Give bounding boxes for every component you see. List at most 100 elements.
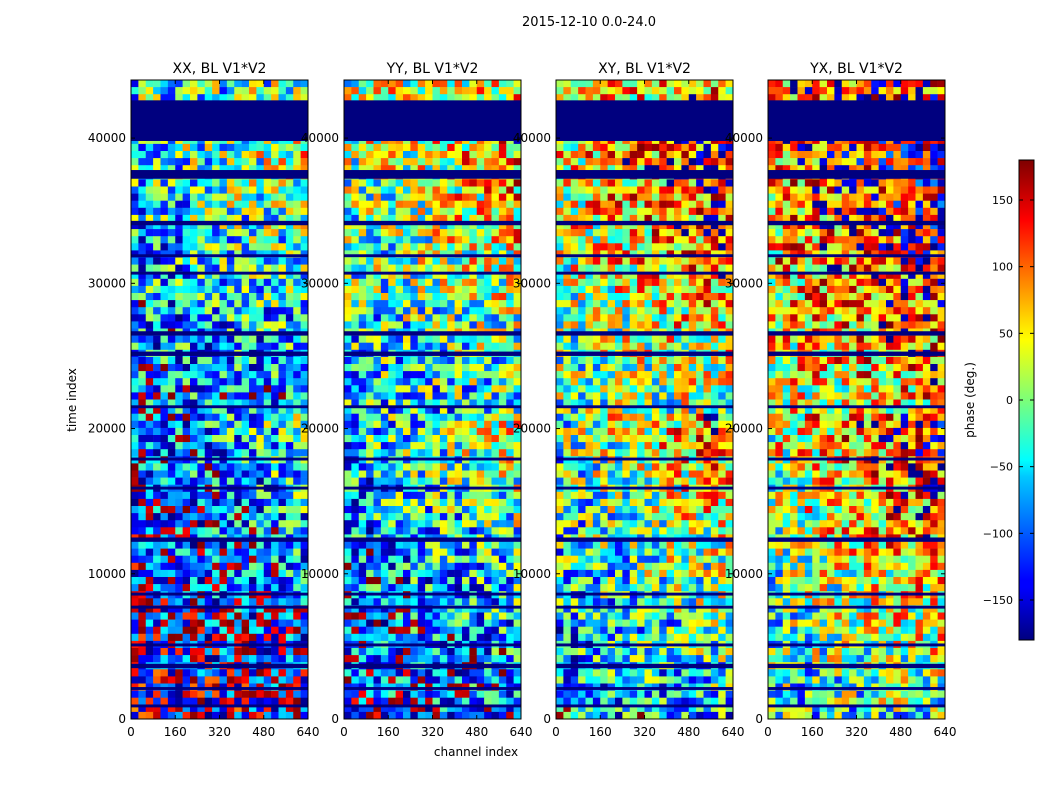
heatmap-cell	[388, 179, 396, 187]
heatmap-cell	[417, 669, 426, 677]
heatmap-cell	[263, 243, 272, 251]
heatmap-cell	[175, 165, 183, 173]
heatmap-cell	[219, 385, 228, 393]
heatmap-cell	[212, 385, 220, 393]
heatmap-cell	[506, 612, 514, 620]
heatmap-cell	[182, 378, 191, 386]
heatmap-cell	[226, 214, 235, 223]
heatmap-cell	[226, 669, 235, 677]
heatmap-cell	[344, 293, 352, 301]
heatmap-cell	[249, 513, 257, 521]
heatmap-cell	[249, 669, 257, 677]
x-tick-label: 480	[465, 725, 488, 739]
heatmap-cell	[395, 200, 404, 209]
heatmap-cell	[344, 87, 352, 95]
heatmap-cell	[469, 619, 478, 627]
heatmap-cell	[462, 605, 470, 613]
heatmap-cell	[476, 222, 485, 230]
heatmap-cell	[556, 151, 564, 159]
heatmap-cell	[696, 222, 704, 230]
heatmap-cell	[469, 513, 478, 521]
heatmap-cell	[491, 222, 500, 230]
heatmap-cell	[513, 555, 522, 564]
flagged-band	[344, 663, 521, 669]
heatmap-cell	[506, 697, 514, 706]
heatmap-cell	[226, 165, 235, 173]
heatmap-cell	[432, 612, 441, 620]
heatmap-cell	[145, 371, 154, 379]
heatmap-cell	[293, 584, 301, 592]
x-ticks: 0 160 320 480 640	[340, 80, 532, 739]
heatmap-cell	[167, 676, 176, 684]
heatmap-cell	[570, 222, 579, 230]
heatmap-cell	[447, 427, 455, 436]
heatmap-cell	[226, 555, 235, 564]
heatmap-cell	[344, 633, 352, 642]
heatmap-cell	[190, 143, 198, 152]
heatmap-cell	[256, 619, 265, 627]
heatmap-cell	[513, 285, 522, 294]
heatmap-cell	[278, 449, 287, 457]
heatmap-cell	[659, 214, 667, 223]
heatmap-cell	[344, 285, 352, 294]
heatmap-cell	[153, 669, 161, 677]
heatmap-cell	[629, 236, 638, 244]
heatmap-cell	[498, 477, 507, 485]
heatmap-cell	[425, 285, 433, 294]
heatmap-cell	[607, 87, 616, 95]
heatmap-cell	[256, 179, 265, 187]
heatmap-cell	[204, 193, 213, 201]
heatmap-cell	[145, 626, 154, 635]
heatmap-cell	[454, 179, 463, 187]
heatmap-cell	[278, 513, 287, 521]
heatmap-cell	[358, 179, 367, 187]
heatmap-cell	[498, 264, 507, 272]
heatmap-cell	[344, 584, 352, 592]
heatmap-cell	[263, 626, 272, 635]
heatmap-cell	[197, 243, 206, 251]
heatmap-cell	[226, 193, 235, 201]
heatmap-cell	[271, 214, 279, 223]
heatmap-cell	[462, 399, 470, 407]
heatmap-cell	[249, 676, 257, 684]
heatmap-cell	[417, 527, 426, 535]
heatmap-cell	[234, 562, 242, 571]
x-tick-label: 320	[208, 725, 231, 739]
heatmap-cell	[615, 243, 623, 251]
heatmap-cell	[300, 229, 309, 237]
heatmap-cell	[629, 207, 638, 216]
heatmap-cell	[167, 94, 176, 102]
heatmap-cell	[447, 222, 455, 230]
heatmap-cell	[204, 356, 213, 365]
heatmap-cell	[462, 271, 470, 280]
heatmap-cell	[271, 378, 279, 386]
heatmap-cell	[439, 605, 448, 613]
heatmap-cell	[454, 165, 463, 173]
heatmap-cell	[462, 513, 470, 521]
heatmap-cell	[432, 307, 441, 315]
heatmap-cell	[607, 80, 616, 88]
heatmap-cell	[190, 87, 198, 95]
heatmap-cell	[462, 442, 470, 450]
heatmap-cell	[410, 371, 419, 379]
heatmap-cell	[498, 577, 507, 585]
heatmap-cell	[131, 527, 139, 535]
heatmap-cell	[373, 264, 382, 272]
heatmap-cell	[491, 498, 500, 507]
heatmap-cell	[358, 690, 367, 698]
heatmap-cell	[506, 619, 514, 627]
heatmap-cell	[388, 626, 396, 635]
heatmap-cell	[256, 506, 265, 514]
heatmap-cell	[410, 321, 419, 329]
heatmap-cell	[725, 151, 734, 159]
heatmap-cell	[556, 200, 564, 209]
heatmap-cell	[417, 477, 426, 485]
heatmap-cell	[293, 222, 301, 230]
heatmap-cell	[484, 676, 492, 684]
heatmap-cell	[175, 690, 183, 698]
heatmap-cell	[484, 420, 492, 429]
heatmap-cell	[285, 711, 294, 720]
heatmap-cell	[498, 420, 507, 429]
heatmap-cell	[300, 435, 309, 443]
heatmap-cell	[425, 321, 433, 329]
